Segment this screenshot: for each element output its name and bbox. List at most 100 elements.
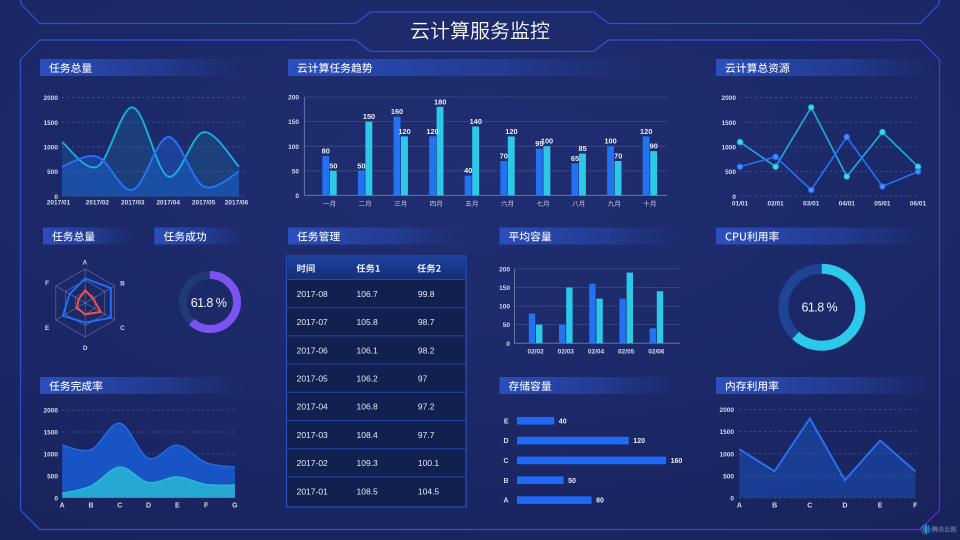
svg-text:02/06: 02/06	[648, 349, 665, 356]
svg-text:01/01: 01/01	[732, 201, 749, 208]
svg-text:500: 500	[723, 473, 734, 480]
svg-text:80: 80	[322, 147, 330, 156]
svg-text:A: A	[737, 503, 742, 510]
svg-text:F: F	[204, 503, 209, 510]
svg-text:B: B	[120, 281, 125, 288]
svg-text:05/01: 05/01	[874, 201, 891, 208]
svg-text:0: 0	[295, 193, 299, 200]
svg-text:180: 180	[434, 97, 446, 106]
svg-text:06/01: 06/01	[910, 201, 927, 208]
svg-text:50: 50	[568, 478, 576, 485]
svg-text:97: 97	[418, 374, 428, 384]
svg-text:200: 200	[288, 95, 299, 102]
svg-text:95: 95	[535, 139, 543, 148]
svg-text:1000: 1000	[44, 145, 59, 152]
svg-text:E: E	[45, 325, 50, 332]
svg-text:D: D	[83, 345, 88, 352]
svg-text:2000: 2000	[44, 408, 59, 415]
svg-text:02/02: 02/02	[527, 349, 544, 356]
svg-text:0: 0	[54, 495, 58, 502]
svg-text:70: 70	[614, 152, 622, 161]
svg-text:2017/03: 2017/03	[121, 200, 145, 207]
svg-text:100: 100	[499, 304, 510, 311]
svg-text:C: C	[117, 503, 122, 510]
svg-text:1500: 1500	[44, 430, 59, 437]
svg-text:D: D	[503, 438, 508, 445]
svg-text:50: 50	[292, 168, 300, 175]
svg-text:160: 160	[671, 458, 683, 465]
svg-text:65: 65	[571, 154, 579, 163]
svg-text:G: G	[232, 503, 238, 510]
svg-text:150: 150	[288, 119, 299, 126]
svg-text:500: 500	[47, 169, 58, 176]
svg-text:2017-04: 2017-04	[297, 402, 328, 412]
svg-text:04/01: 04/01	[839, 201, 856, 208]
svg-text:108.4: 108.4	[357, 430, 379, 440]
svg-text:2017-06: 2017-06	[297, 345, 328, 355]
svg-text:2017-07: 2017-07	[297, 317, 328, 327]
svg-text:106.8: 106.8	[357, 402, 379, 412]
svg-text:100.1: 100.1	[418, 458, 440, 468]
svg-text:120: 120	[633, 438, 645, 445]
svg-text:61.8 %: 61.8 %	[191, 296, 227, 310]
svg-text:B: B	[772, 503, 777, 510]
svg-text:02/04: 02/04	[588, 349, 605, 356]
svg-text:0: 0	[730, 495, 734, 502]
svg-text:A: A	[83, 260, 88, 267]
svg-text:150: 150	[499, 285, 510, 292]
svg-text:106.7: 106.7	[357, 289, 379, 299]
svg-text:90: 90	[650, 142, 658, 151]
svg-text:2017-05: 2017-05	[297, 374, 328, 384]
svg-text:C: C	[807, 503, 812, 510]
svg-text:100: 100	[604, 137, 616, 146]
svg-text:106.1: 106.1	[357, 345, 379, 355]
svg-text:0: 0	[732, 194, 736, 201]
svg-text:2017/05: 2017/05	[192, 200, 216, 207]
svg-text:F: F	[913, 503, 918, 510]
svg-text:A: A	[503, 498, 508, 505]
svg-text:2017-01: 2017-01	[297, 486, 328, 496]
svg-text:1500: 1500	[44, 120, 59, 127]
svg-text:B: B	[503, 478, 508, 485]
svg-text:C: C	[120, 325, 125, 332]
svg-text:160: 160	[391, 107, 403, 116]
svg-text:61.8 %: 61.8 %	[801, 300, 837, 314]
svg-text:100: 100	[288, 144, 299, 151]
svg-text:40: 40	[464, 166, 472, 175]
svg-text:109.3: 109.3	[357, 458, 379, 468]
svg-text:150: 150	[363, 112, 375, 121]
svg-text:70: 70	[500, 152, 508, 161]
svg-text:500: 500	[725, 169, 736, 176]
svg-text:120: 120	[398, 127, 410, 136]
svg-text:50: 50	[329, 161, 337, 170]
svg-text:C: C	[503, 458, 508, 465]
svg-text:1500: 1500	[720, 429, 735, 436]
svg-text:1000: 1000	[722, 145, 737, 152]
svg-text:2000: 2000	[722, 95, 737, 102]
svg-text:85: 85	[578, 144, 586, 153]
svg-text:97.7: 97.7	[418, 430, 435, 440]
svg-text:D: D	[146, 503, 151, 510]
svg-text:03/01: 03/01	[803, 201, 820, 208]
svg-text:02/05: 02/05	[618, 349, 635, 356]
svg-text:120: 120	[505, 127, 517, 136]
svg-text:140: 140	[470, 117, 482, 126]
svg-text:105.8: 105.8	[357, 317, 379, 327]
svg-text:E: E	[878, 503, 883, 510]
svg-text:0: 0	[54, 194, 58, 201]
svg-text:2000: 2000	[720, 407, 735, 414]
svg-text:106.2: 106.2	[357, 374, 379, 384]
svg-text:02/03: 02/03	[558, 349, 575, 356]
svg-text:50: 50	[503, 322, 511, 329]
svg-text:F: F	[45, 280, 49, 287]
svg-text:120: 120	[640, 127, 652, 136]
svg-text:E: E	[175, 503, 180, 510]
svg-text:2000: 2000	[44, 95, 59, 102]
svg-text:98.2: 98.2	[418, 345, 435, 355]
svg-text:100: 100	[541, 137, 553, 146]
svg-text:200: 200	[499, 267, 510, 274]
svg-text:104.5: 104.5	[418, 486, 440, 496]
svg-text:A: A	[60, 503, 65, 510]
svg-text:40: 40	[559, 418, 567, 425]
svg-text:1000: 1000	[720, 451, 735, 458]
